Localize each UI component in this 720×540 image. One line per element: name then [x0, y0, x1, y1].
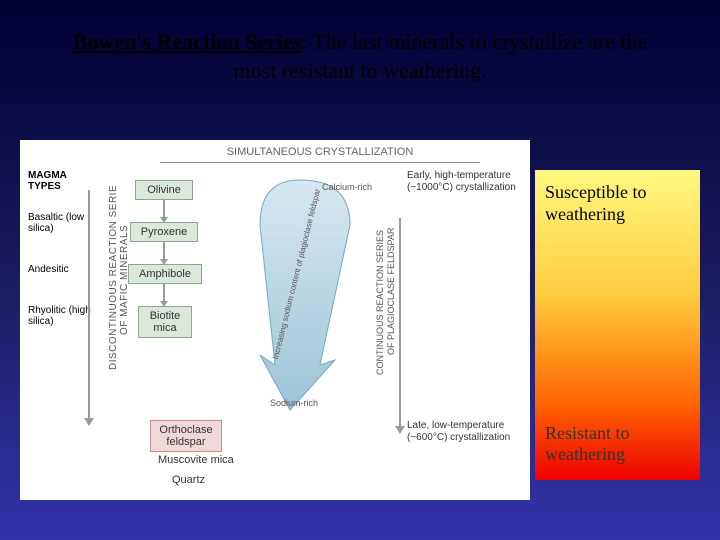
resistant-label: Resistant to weathering — [545, 423, 700, 466]
magma-column: MAGMA TYPES Basaltic (low silica) Andesi… — [28, 170, 93, 357]
magma-title: MAGMA TYPES — [28, 170, 93, 192]
cont-line1: CONTINUOUS REACTION SERIES — [375, 230, 385, 375]
magma-rhyolitic: Rhyolitic (high silica) — [28, 305, 93, 327]
header-rule — [160, 162, 480, 163]
disc-line1: DISCONTINUOUS REACTION SERIE — [108, 185, 119, 370]
calcium-rich-label: Calcium-rich — [322, 182, 372, 192]
weathering-gradient: Susceptible to weathering Resistant to w… — [535, 170, 700, 480]
susceptible-label: Susceptible to weathering — [545, 182, 690, 225]
sodium-rich-label: Sodium-rich — [270, 398, 318, 408]
arrow-1 — [163, 200, 165, 218]
mineral-orthoclase: Orthoclase feldspar — [150, 420, 222, 452]
arrow-2 — [163, 242, 165, 260]
diagram-header: SIMULTANEOUS CRYSTALLIZATION — [120, 146, 520, 163]
continuous-label2: OF PLAGIOCLASE FELDSPAR — [386, 228, 397, 355]
plagioclase-arrow — [230, 175, 370, 415]
cont-line2: OF PLAGIOCLASE FELDSPAR — [386, 228, 396, 355]
slide-title: Bowen's Reaction Series: The last minera… — [0, 0, 720, 95]
temperature-column: Early, high-temperature (~1000°C) crysta… — [407, 170, 522, 194]
mineral-quartz: Quartz — [172, 474, 205, 486]
magma-basaltic: Basaltic (low silica) — [28, 212, 93, 234]
na-rich-text: Sodium-rich — [270, 398, 318, 408]
mineral-olivine: Olivine — [135, 180, 193, 200]
magma-andesitic: Andesitic — [28, 264, 93, 275]
bowen-diagram: SIMULTANEOUS CRYSTALLIZATION MAGMA TYPES… — [20, 140, 530, 500]
mineral-biotite: Biotite mica — [138, 306, 192, 338]
magma-arrow — [88, 190, 90, 420]
mineral-pyroxene: Pyroxene — [130, 222, 198, 242]
title-bold: Bowen's Reaction Series — [73, 29, 302, 54]
temp-bottom: Late, low-temperature (~600°C) crystalli… — [407, 420, 522, 444]
discontinuous-label: DISCONTINUOUS REACTION SERIE — [108, 185, 119, 370]
arrow-3 — [163, 284, 165, 302]
continuous-label: CONTINUOUS REACTION SERIES — [375, 230, 386, 375]
temp-top: Early, high-temperature (~1000°C) crysta… — [407, 170, 522, 194]
mineral-amphibole: Amphibole — [128, 264, 202, 284]
mineral-muscovite: Muscovite mica — [158, 454, 234, 466]
header-text: SIMULTANEOUS CRYSTALLIZATION — [227, 146, 414, 158]
ca-text: Calcium-rich — [322, 182, 372, 192]
temp-arrow — [399, 218, 401, 428]
